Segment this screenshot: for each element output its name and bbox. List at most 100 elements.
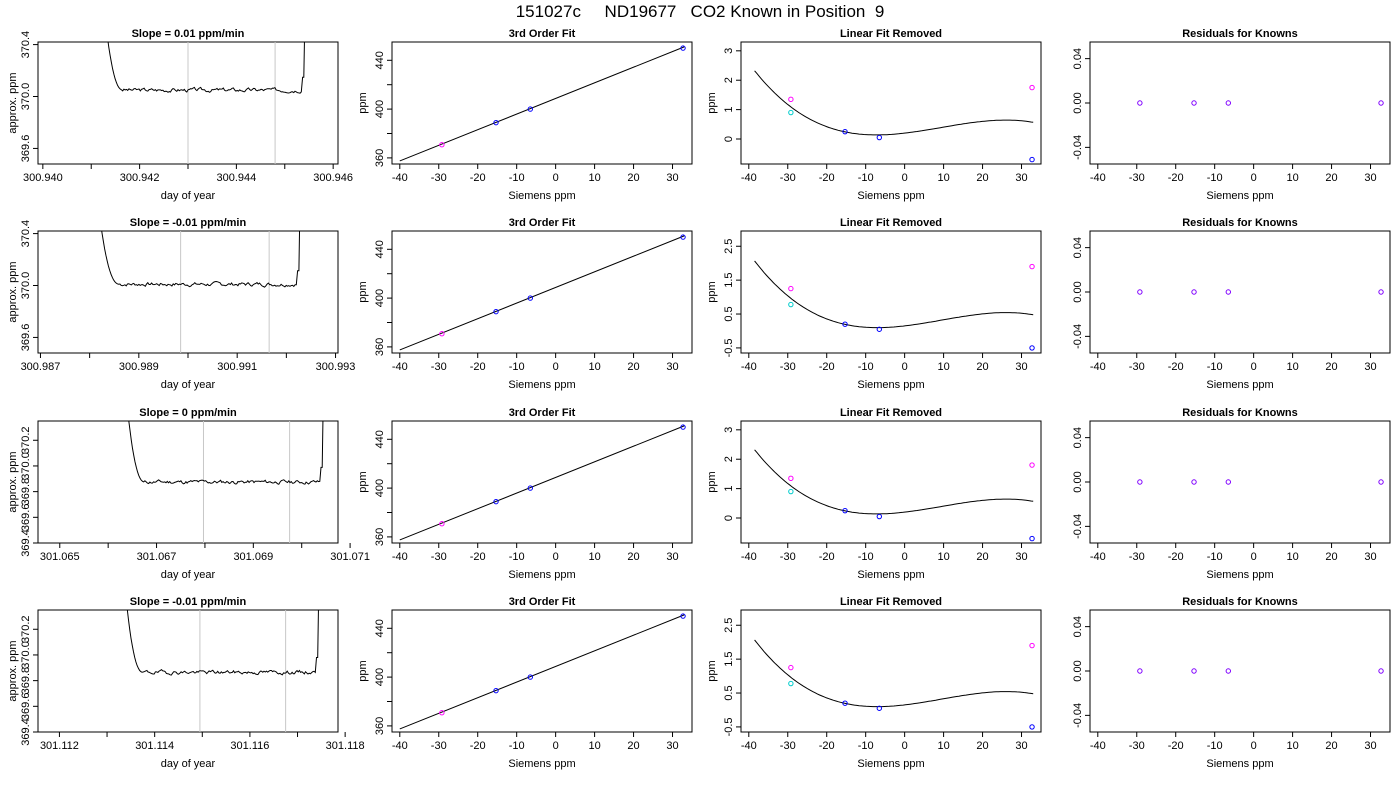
x-tick-label: -30 (780, 361, 796, 373)
x-tick-label: -40 (1090, 551, 1106, 563)
x-tick-label: 0 (902, 172, 908, 184)
x-tick-label: 30 (666, 172, 678, 184)
y-tick-label: 2.5 (723, 618, 735, 633)
x-tick-label: -20 (819, 361, 835, 373)
y-axis-label: ppm (706, 92, 718, 113)
y-axis-label: ppm (706, 281, 718, 302)
x-tick-label: 30 (1015, 361, 1027, 373)
y-tick-label: 360 (374, 528, 386, 546)
x-tick-label: 0 (553, 172, 559, 184)
x-tick-label: 301.112 (40, 740, 79, 752)
data-point (788, 96, 794, 103)
plot-frame (740, 609, 1042, 733)
x-tick-label: -40 (392, 172, 408, 184)
x-tick-label: -10 (1207, 172, 1223, 184)
x-tick-label: 10 (937, 361, 949, 373)
data-point (527, 485, 534, 491)
y-axis-label: ppm (357, 281, 369, 302)
plot-frame (1089, 41, 1391, 165)
data-point (1137, 289, 1143, 295)
x-tick-label: 301.114 (135, 740, 174, 752)
data-point (1029, 156, 1035, 163)
x-tick-label: 300.991 (217, 361, 257, 373)
panel-title: Linear Fit Removed (840, 217, 942, 229)
panel-title: Slope = -0.01 ppm/min (130, 217, 247, 229)
data-point (439, 710, 445, 716)
data-point (493, 119, 499, 126)
plot-area (754, 449, 1034, 515)
x-axis-label: day of year (161, 190, 216, 202)
data-point (1191, 100, 1197, 106)
y-tick-label: 370.2 (20, 426, 32, 454)
x-tick-label: -20 (1168, 740, 1184, 752)
y-tick-label: 0.04 (1072, 237, 1084, 258)
fit-line (399, 235, 685, 351)
x-tick-label: 0 (1251, 361, 1257, 373)
y-tick-label: 370.0 (20, 641, 32, 669)
x-tick-label: -20 (819, 172, 835, 184)
y-tick-label: 0.04 (1072, 616, 1084, 637)
y-tick-label: 440 (374, 240, 386, 258)
y-tick-label: -0.04 (1072, 324, 1084, 349)
x-tick-label: 20 (1325, 740, 1337, 752)
data-point (1378, 289, 1384, 295)
y-axis-label: ppm (357, 92, 369, 113)
y-tick-label: 370.4 (20, 220, 32, 248)
x-tick-label: 20 (976, 172, 988, 184)
panel-r2-c4: Residuals for Knowns -40 -30 -20 -10 0 10 20 30 -… (1072, 217, 1391, 391)
data-point (876, 513, 883, 520)
x-tick-label: -30 (431, 172, 447, 184)
data-point (842, 507, 848, 514)
x-tick-label: 20 (1325, 172, 1337, 184)
x-tick-label: 20 (627, 172, 639, 184)
y-axis-label: ppm (706, 471, 718, 492)
x-tick-label: -20 (819, 551, 835, 563)
x-tick-label: -30 (780, 172, 796, 184)
x-tick-label: 10 (1286, 740, 1298, 752)
y-tick-label: 3 (723, 427, 735, 433)
y-tick-label: 3 (723, 48, 735, 54)
x-tick-label: 30 (1015, 551, 1027, 563)
page-title: 151027c ND19677 CO2 Known in Position 9 (515, 2, 885, 21)
x-tick-label: 0 (553, 361, 559, 373)
plot-frame (1089, 230, 1391, 354)
panel-r2-c1: Slope = -0.01 ppm/min 300.987 300.989 300.9… (7, 217, 355, 391)
panel-r3-c4: Residuals for Knowns -40 -30 -20 -10 0 10 20 30 -… (1072, 407, 1391, 581)
x-tick-label: -40 (741, 172, 757, 184)
y-axis-label: approx. ppm (7, 640, 19, 701)
x-tick-label: 0 (553, 740, 559, 752)
panel-r2-c3: Linear Fit Removed -40 -30 -20 -10 0 10 20 30 -0.… (706, 217, 1042, 391)
y-tick-label: 0.00 (1072, 471, 1084, 492)
plot-area (754, 260, 1034, 329)
y-axis-label: ppm (706, 660, 718, 681)
y-tick-label: 369.4 (20, 529, 32, 557)
x-tick-label: -10 (858, 740, 874, 752)
x-tick-label: 30 (1364, 551, 1376, 563)
data-point (788, 664, 794, 671)
x-tick-label: 20 (627, 740, 639, 752)
x-axis-label: Siemens ppm (857, 758, 924, 770)
data-point (439, 142, 445, 148)
fit-curve (754, 449, 1034, 515)
x-tick-label: 30 (1015, 740, 1027, 752)
data-point (788, 475, 794, 482)
x-tick-label: -30 (780, 551, 796, 563)
x-tick-label: 0 (553, 551, 559, 563)
y-axis-label: ppm (357, 660, 369, 681)
data-point (842, 128, 848, 135)
x-tick-label: 30 (666, 740, 678, 752)
concentration-trace (107, 42, 305, 94)
y-tick-label: 370.0 (20, 83, 32, 111)
data-point (527, 674, 534, 680)
x-tick-label: -10 (1207, 740, 1223, 752)
y-tick-label: 400 (374, 289, 386, 307)
y-tick-label: 0 (723, 515, 735, 521)
x-axis-label: day of year (161, 569, 216, 581)
x-tick-label: -20 (470, 172, 486, 184)
panel-title: Linear Fit Removed (840, 407, 942, 419)
y-tick-label: -0.04 (1072, 514, 1084, 539)
panel-r1-c1: Slope = 0.01 ppm/min 300.940 300.942 300.94… (7, 28, 353, 202)
y-tick-label: 0.04 (1072, 427, 1084, 448)
x-tick-label: -40 (741, 551, 757, 563)
